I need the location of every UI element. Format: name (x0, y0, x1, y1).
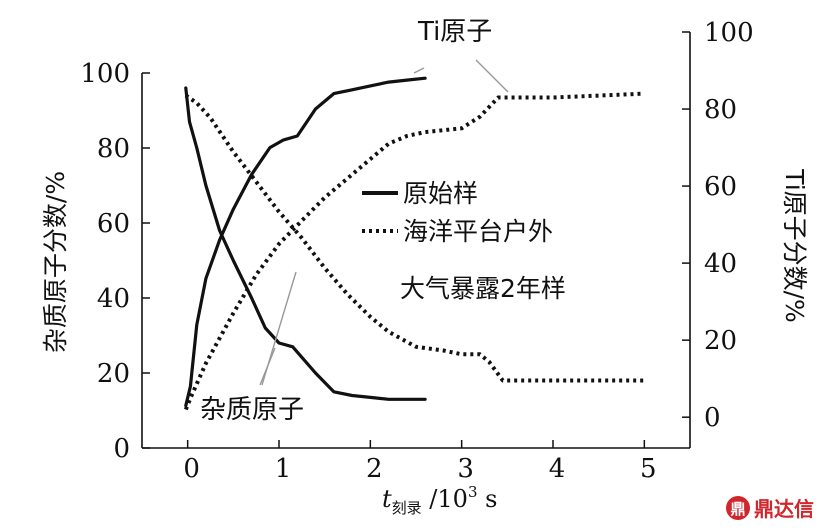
x-axis-label: t刻录 /103 s (382, 483, 497, 517)
plot-frame (141, 32, 691, 449)
series-line-3-dotted-right (183, 91, 645, 411)
ti-leader-right (475, 59, 509, 93)
x-tick-label: 5 (640, 454, 657, 484)
watermark-icon (726, 496, 750, 520)
annotation-leaders (259, 59, 509, 386)
x-axis-unit: s (477, 485, 497, 513)
y-left-tick-label: 100 (80, 59, 130, 89)
x-axis-var: t (382, 485, 392, 513)
legend-label-exposure: 大气暴露2年样 (400, 274, 566, 303)
series-line-1-solid-right (184, 76, 427, 408)
y-right-tick-labels: 0 20 40 60 80 100 (704, 18, 754, 433)
watermark-logo: 鼎 鼎达信 (726, 496, 814, 521)
y-left-tick-label: 0 (113, 434, 130, 464)
legend-label-marine: 海洋平台户外 (403, 217, 553, 246)
impurity-leader-b (261, 271, 297, 386)
x-tick-label: 1 (275, 454, 292, 484)
impurity-atom-annotation: 杂质原子 (200, 395, 304, 425)
y-right-axis-label: Ti原子分数/% (780, 168, 809, 323)
y-left-tick-label: 80 (97, 134, 130, 164)
y-left-tick-label: 60 (97, 209, 130, 239)
x-tick-label: 0 (183, 454, 200, 484)
x-axis-rest: /10 (422, 485, 468, 513)
y-right-tick-label: 60 (704, 172, 737, 202)
watermark-icon-glyph: 鼎 (730, 500, 745, 518)
x-tick-label: 2 (366, 454, 383, 484)
y-right-tick-label: 0 (704, 403, 721, 433)
series-line-0-solid-left (184, 86, 427, 401)
y-right-tick-label: 80 (704, 95, 737, 125)
series-layer (183, 76, 645, 411)
series-line-2-dotted-left (184, 93, 645, 383)
legend-label-original: 原始样 (403, 179, 478, 208)
x-tick-label: 4 (549, 454, 566, 484)
legend: 原始样 海洋平台户外 大气暴露2年样 (362, 179, 566, 303)
y-left-tick-labels: 0 20 40 60 80 100 (80, 59, 130, 464)
y-left-axis-label: 杂质原子分数/% (41, 171, 70, 353)
tick-marks (142, 31, 690, 449)
y-left-tick-label: 40 (97, 284, 130, 314)
x-axis-sub: 刻录 (392, 499, 422, 517)
ti-leader-left (413, 67, 425, 74)
watermark-text: 鼎达信 (754, 497, 814, 521)
y-right-tick-label: 100 (704, 18, 754, 48)
ti-atom-annotation: Ti原子 (417, 17, 492, 47)
y-right-tick-label: 20 (704, 326, 737, 356)
x-axis-sup: 3 (468, 483, 478, 501)
x-tick-labels: 0 1 2 3 4 5 (183, 454, 656, 484)
y-right-tick-label: 40 (704, 249, 737, 279)
x-tick-label: 3 (457, 454, 474, 484)
y-left-tick-label: 20 (97, 359, 130, 389)
